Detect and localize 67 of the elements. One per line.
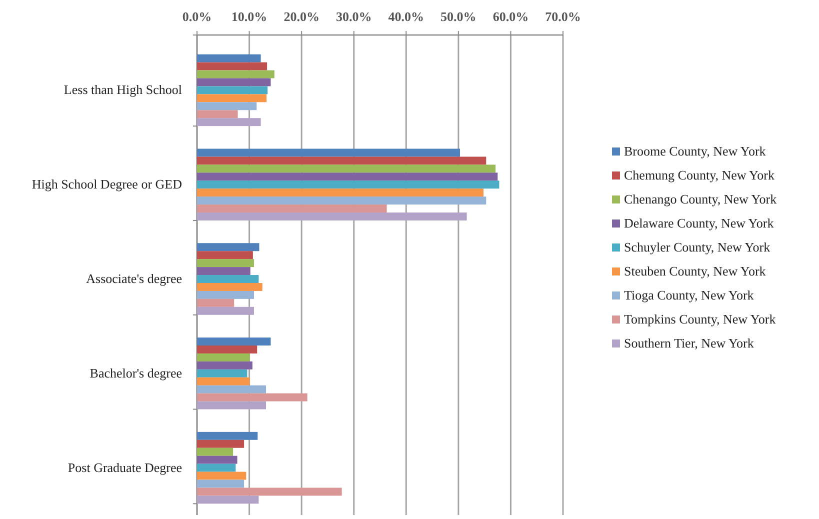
x-tick-label: 30.0% <box>336 9 372 24</box>
bar <box>197 110 238 118</box>
x-tick-label: 70.0% <box>545 9 581 24</box>
bar <box>197 496 259 504</box>
bar <box>197 401 266 410</box>
bar <box>197 78 271 86</box>
bar <box>197 94 267 102</box>
bar <box>197 204 387 212</box>
bar <box>197 282 262 291</box>
bar <box>197 298 234 307</box>
y-tick-label: High School Degree or GED <box>32 176 182 192</box>
bar <box>197 338 271 346</box>
bar <box>197 118 261 126</box>
bar <box>197 172 498 181</box>
legend-label: Broome County, New York <box>624 144 766 158</box>
x-tick-label: 0.0% <box>182 9 212 24</box>
bar <box>197 102 257 110</box>
bar <box>197 180 500 189</box>
bar <box>197 156 486 165</box>
x-tick-label: 50.0% <box>440 9 476 24</box>
bar <box>197 488 342 496</box>
bar <box>197 86 268 94</box>
bar <box>197 212 467 220</box>
bar <box>197 480 244 488</box>
legend-label: Chemung County, New York <box>624 168 775 182</box>
bar <box>197 456 238 464</box>
bar <box>197 448 234 456</box>
bar <box>197 196 486 205</box>
y-tick-label: Associate's degree <box>86 271 182 286</box>
y-tick-label: Bachelor's degree <box>90 365 182 380</box>
legend-label: Southern Tier, New York <box>624 336 754 350</box>
bar <box>197 54 261 62</box>
legend-label: Delaware County, New York <box>624 216 774 230</box>
bar <box>197 188 484 197</box>
bar <box>197 251 253 260</box>
bar <box>197 267 250 276</box>
bar <box>197 361 252 370</box>
legend-label: Tompkins County, New York <box>624 312 776 326</box>
bar <box>197 70 274 78</box>
x-tick-label: 10.0% <box>231 9 268 24</box>
y-tick-label: Post Graduate Degree <box>68 460 182 475</box>
bar <box>197 243 260 252</box>
bar <box>197 440 244 448</box>
bar <box>197 464 236 472</box>
bar <box>197 62 268 70</box>
bar <box>197 369 248 378</box>
bar <box>197 377 250 386</box>
bar <box>197 259 254 268</box>
bar <box>197 346 258 354</box>
bar <box>197 393 308 402</box>
bar <box>197 432 258 440</box>
y-tick-label: Less than High School <box>64 82 182 98</box>
bar <box>197 472 246 480</box>
bar <box>197 306 254 315</box>
bar <box>197 290 254 299</box>
x-tick-label: 60.0% <box>492 9 529 24</box>
legend-label: Tioga County, New York <box>624 288 754 302</box>
x-tick-label: 40.0% <box>388 9 424 24</box>
bar <box>197 385 266 394</box>
legend-label: Schuyler County, New York <box>624 240 771 254</box>
bar <box>197 353 250 362</box>
bar <box>197 148 460 157</box>
legend-label: Chenango County, New York <box>624 192 778 206</box>
bar <box>197 164 496 173</box>
legend-label: Steuben County, New York <box>624 264 766 278</box>
bar <box>197 275 259 283</box>
x-tick-label: 20.0% <box>284 9 320 24</box>
